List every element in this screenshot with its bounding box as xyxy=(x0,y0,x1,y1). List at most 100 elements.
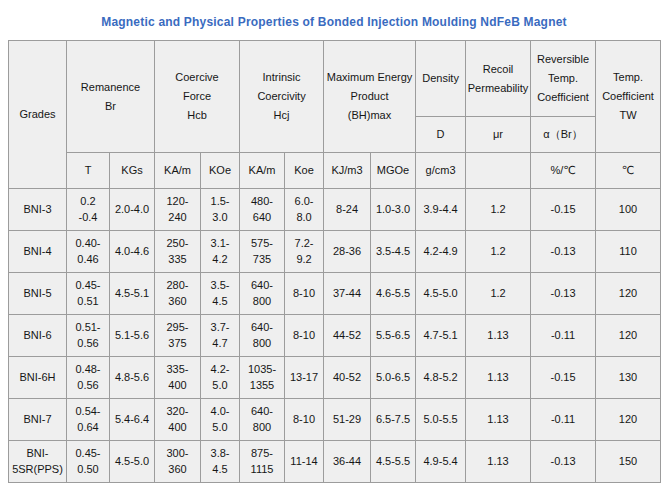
table-cell: 3.1- 4.2 xyxy=(201,231,240,273)
column-header-max-energy-product: Maximum Energy Product (BH)max xyxy=(324,41,416,153)
table-row: BNI-5 0.45- 0.51 4.5-5.1 280- 360 3.5- 4… xyxy=(9,273,661,315)
table-cell: -0.11 xyxy=(531,399,596,441)
table-row: BNI-4 0.40- 0.46 4.0-4.6 250- 335 3.1- 4… xyxy=(9,231,661,273)
table-cell: 4.5-5.0 xyxy=(416,273,466,315)
table-cell: 8-10 xyxy=(285,273,324,315)
column-header-remanence: Remanence Br xyxy=(67,41,155,153)
table-cell: 5.0-5.5 xyxy=(416,399,466,441)
table-cell: 4.8-5.2 xyxy=(416,357,466,399)
table-cell: 1.13 xyxy=(466,315,531,357)
table-cell: -0.13 xyxy=(531,273,596,315)
table-row: BNI-6 0.51- 0.56 5.1-5.6 295- 375 3.7- 4… xyxy=(9,315,661,357)
table-cell: 4.6-5.5 xyxy=(371,273,416,315)
table-cell: 2.0-4.0 xyxy=(110,189,155,231)
unit-cell xyxy=(466,153,531,189)
table-cell: 4.5-5.5 xyxy=(371,441,416,483)
unit-cell: KGs xyxy=(110,153,155,189)
header-row-groups: Grades Remanence Br Coercive Force Hcb I… xyxy=(9,41,661,117)
table-cell: 0.45- 0.50 xyxy=(67,441,110,483)
table-cell: 11-14 xyxy=(285,441,324,483)
table-cell: 0.51- 0.56 xyxy=(67,315,110,357)
table-row: BNI- 5SR(PPS) 0.45- 0.50 4.5-5.0 300- 36… xyxy=(9,441,661,483)
unit-cell: KJ/m3 xyxy=(324,153,371,189)
table-cell: 3.9-4.4 xyxy=(416,189,466,231)
unit-cell: KA/m xyxy=(155,153,201,189)
table-cell: 3.7- 4.7 xyxy=(201,315,240,357)
table-cell: 640- 800 xyxy=(240,315,285,357)
table-cell: 8-24 xyxy=(324,189,371,231)
table-cell: -0.13 xyxy=(531,231,596,273)
unit-cell: MGOe xyxy=(371,153,416,189)
table-cell: 3.5-4.5 xyxy=(371,231,416,273)
table-cell: 1.2 xyxy=(466,189,531,231)
column-header-coercive-force: Coercive Force Hcb xyxy=(155,41,240,153)
table-cell: 0.54- 0.64 xyxy=(67,399,110,441)
table-cell: 6.5-7.5 xyxy=(371,399,416,441)
column-header-grades: Grades xyxy=(9,41,67,189)
table-cell: 8-10 xyxy=(285,399,324,441)
header-row-units: T KGs KA/m KOe KA/m Koe KJ/m3 MGOe g/cm3… xyxy=(9,153,661,189)
row-grade: BNI-7 xyxy=(9,399,67,441)
table-row: BNI-7 0.54- 0.64 5.4-6.4 320- 400 4.0- 5… xyxy=(9,399,661,441)
table-cell: 4.5-5.1 xyxy=(110,273,155,315)
table-cell: 280- 360 xyxy=(155,273,201,315)
table-cell: 875- 1115 xyxy=(240,441,285,483)
row-grade: BNI-5 xyxy=(9,273,67,315)
table-cell: 0.45- 0.51 xyxy=(67,273,110,315)
table-cell: 5.5-6.5 xyxy=(371,315,416,357)
table-row: BNI-6H 0.48- 0.56 4.8-5.6 335- 400 4.2- … xyxy=(9,357,661,399)
table-cell: 120 xyxy=(596,273,661,315)
column-header-temp-coefficient-tw: Temp. Coefficient TW xyxy=(596,41,661,153)
table-cell: 335- 400 xyxy=(155,357,201,399)
table-cell: 7.2- 9.2 xyxy=(285,231,324,273)
table-cell: 4.8-5.6 xyxy=(110,357,155,399)
table-cell: 37-44 xyxy=(324,273,371,315)
table-cell: 28-36 xyxy=(324,231,371,273)
table-cell: 6.0- 8.0 xyxy=(285,189,324,231)
table-cell: -0.15 xyxy=(531,189,596,231)
table-cell: 1.13 xyxy=(466,357,531,399)
table-cell: 0.40- 0.46 xyxy=(67,231,110,273)
table-cell: 640- 800 xyxy=(240,273,285,315)
table-cell: 120 xyxy=(596,399,661,441)
table-cell: 130 xyxy=(596,357,661,399)
page-title: Magnetic and Physical Properties of Bond… xyxy=(0,0,668,40)
table-cell: 4.0- 5.0 xyxy=(201,399,240,441)
table-cell: -0.15 xyxy=(531,357,596,399)
table-cell: 120- 240 xyxy=(155,189,201,231)
table-cell: 120 xyxy=(596,315,661,357)
row-grade: BNI-6 xyxy=(9,315,67,357)
unit-cell: KOe xyxy=(201,153,240,189)
unit-cell: ℃ xyxy=(596,153,661,189)
table-cell: 1.5- 3.0 xyxy=(201,189,240,231)
table-cell: 150 xyxy=(596,441,661,483)
symbol-density: D xyxy=(416,117,466,153)
table-cell: 1.13 xyxy=(466,441,531,483)
table-cell: 36-44 xyxy=(324,441,371,483)
table-cell: 295- 375 xyxy=(155,315,201,357)
table-cell: 250- 335 xyxy=(155,231,201,273)
table-cell: 0.48- 0.56 xyxy=(67,357,110,399)
column-header-reversible-temp-coefficient: Reversible Temp. Coefficient xyxy=(531,41,596,117)
table-cell: 51-29 xyxy=(324,399,371,441)
table-cell: 3.5- 4.5 xyxy=(201,273,240,315)
table-cell: 4.2- 5.0 xyxy=(201,357,240,399)
table-cell: 1.2 xyxy=(466,273,531,315)
table-cell: 5.4-6.4 xyxy=(110,399,155,441)
row-grade: BNI-4 xyxy=(9,231,67,273)
table-cell: 8-10 xyxy=(285,315,324,357)
column-header-intrinsic-coercivity: Intrinsic Coercivity Hcj xyxy=(240,41,324,153)
table-cell: 575- 735 xyxy=(240,231,285,273)
symbol-recoil-permeability: μr xyxy=(466,117,531,153)
table-cell: 1035- 1355 xyxy=(240,357,285,399)
table-row: BNI-3 0.2 -0.4 2.0-4.0 120- 240 1.5- 3.0… xyxy=(9,189,661,231)
unit-cell: Koe xyxy=(285,153,324,189)
row-grade: BNI- 5SR(PPS) xyxy=(9,441,67,483)
table-cell: 640- 800 xyxy=(240,399,285,441)
unit-cell: T xyxy=(67,153,110,189)
table-cell: 4.0-4.6 xyxy=(110,231,155,273)
table-cell: 1.0-3.0 xyxy=(371,189,416,231)
table-cell: 44-52 xyxy=(324,315,371,357)
table-cell: 4.2-4.9 xyxy=(416,231,466,273)
table-cell: 1.13 xyxy=(466,399,531,441)
